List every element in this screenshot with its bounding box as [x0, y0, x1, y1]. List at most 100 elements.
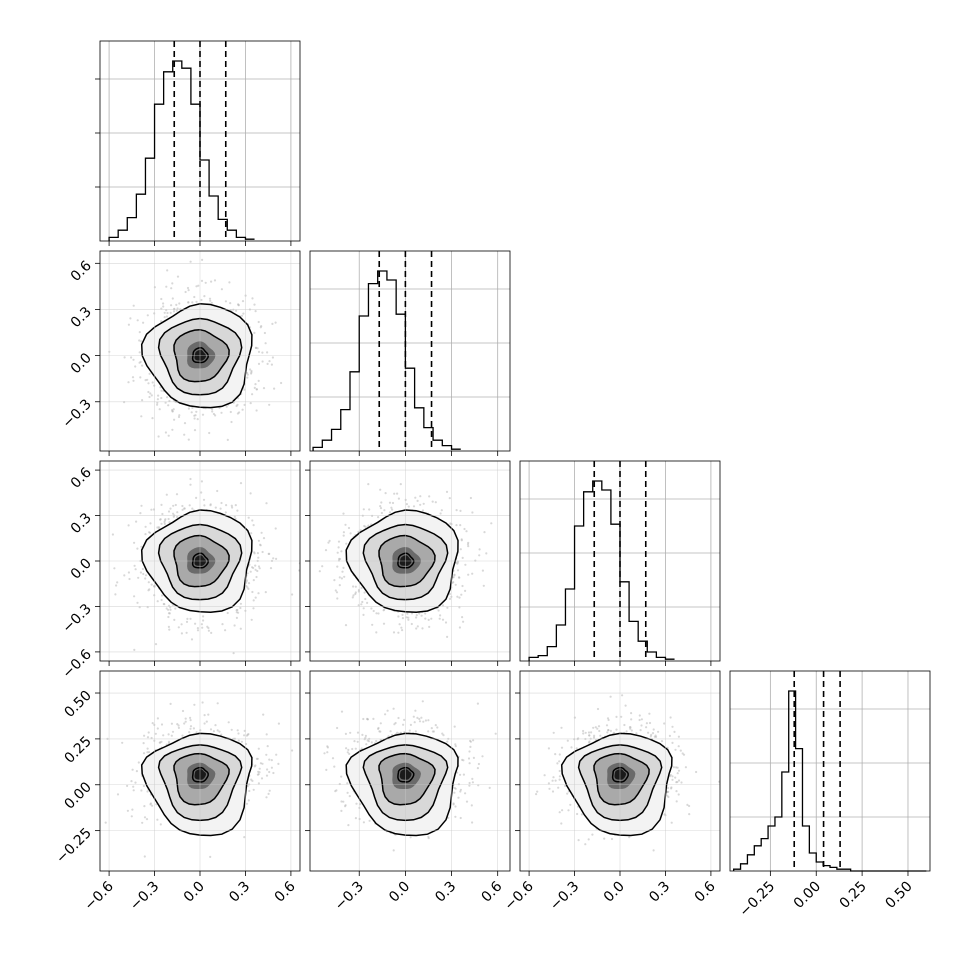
- scatter-point: [220, 412, 222, 414]
- scatter-point: [458, 576, 460, 578]
- scatter-point: [225, 300, 227, 302]
- scatter-point: [441, 509, 443, 511]
- scatter-point: [460, 548, 462, 550]
- scatter-point: [237, 303, 239, 305]
- scatter-point: [158, 435, 160, 437]
- scatter-point: [471, 778, 473, 780]
- scatter-point: [164, 316, 166, 318]
- scatter-point: [133, 789, 135, 791]
- scatter-point: [421, 627, 423, 629]
- scatter-point: [216, 490, 218, 492]
- scatter-point: [265, 502, 267, 504]
- scatter-point: [391, 509, 393, 511]
- scatter-point: [176, 493, 178, 495]
- scatter-point: [250, 402, 252, 404]
- scatter-point: [201, 627, 203, 629]
- scatter-point: [423, 503, 425, 505]
- scatter-point: [367, 483, 369, 485]
- scatter-point: [189, 717, 191, 719]
- scatter-point: [267, 745, 269, 747]
- scatter-point: [408, 506, 410, 508]
- scatter-point: [258, 351, 260, 353]
- scatter-point: [138, 761, 140, 763]
- scatter-point: [183, 722, 185, 724]
- scatter-point: [188, 731, 190, 733]
- scatter-point: [357, 741, 359, 743]
- scatter-point: [482, 570, 484, 572]
- scatter-point: [186, 621, 188, 623]
- scatter-point: [168, 435, 170, 437]
- scatter-point: [148, 581, 150, 583]
- scatter-point: [195, 301, 197, 303]
- scatter-point: [206, 626, 208, 628]
- scatter-point: [208, 630, 210, 632]
- scatter-point: [250, 779, 252, 781]
- scatter-point: [344, 524, 346, 526]
- scatter-point: [265, 591, 267, 593]
- scatter-point: [291, 749, 293, 751]
- scatter-point: [379, 505, 381, 507]
- scatter-point: [238, 740, 240, 742]
- scatter-point: [243, 734, 245, 736]
- scatter-point: [490, 522, 492, 524]
- scatter-point: [363, 607, 365, 609]
- scatter-point: [160, 390, 162, 392]
- scatter-point: [345, 624, 347, 626]
- scatter-point: [148, 531, 150, 533]
- scatter-point: [236, 609, 238, 611]
- scatter-point: [166, 312, 168, 314]
- scatter-point: [171, 282, 173, 284]
- scatter-point: [139, 351, 141, 353]
- scatter-point: [335, 589, 337, 591]
- scatter-point: [225, 504, 227, 506]
- scatter-point: [128, 324, 130, 326]
- scatter-point: [176, 511, 178, 513]
- scatter-point: [182, 509, 184, 511]
- scatter-point: [170, 304, 172, 306]
- scatter-point: [157, 600, 159, 602]
- scatter-point: [252, 607, 254, 609]
- scatter-point: [177, 276, 179, 278]
- scatter-point: [116, 581, 118, 583]
- scatter-point: [250, 371, 252, 373]
- scatter-point: [415, 616, 417, 618]
- scatter-point: [142, 568, 144, 570]
- scatter-point: [465, 530, 467, 532]
- scatter-point: [333, 579, 335, 581]
- scatter-point: [354, 593, 356, 595]
- scatter-point: [265, 754, 267, 756]
- scatter-point: [257, 557, 259, 559]
- scatter-point: [240, 482, 242, 484]
- scatter-point: [247, 588, 249, 590]
- scatter-point: [407, 617, 409, 619]
- scatter-point: [357, 732, 359, 734]
- scatter-point: [207, 714, 209, 716]
- scatter-point: [248, 783, 250, 785]
- scatter-point: [172, 505, 174, 507]
- scatter-point: [242, 313, 244, 315]
- scatter-point: [195, 411, 197, 413]
- scatter-point: [333, 766, 335, 768]
- scatter-point: [271, 364, 273, 366]
- scatter-point: [210, 632, 212, 634]
- scatter-point: [168, 510, 170, 512]
- scatter-point: [144, 577, 146, 579]
- scatter-point: [428, 626, 430, 628]
- scatter-point: [457, 569, 459, 571]
- scatter-point: [418, 612, 420, 614]
- scatter-point: [268, 553, 270, 555]
- scatter-point: [389, 511, 391, 513]
- scatter-point: [128, 578, 130, 580]
- scatter-point: [114, 593, 116, 595]
- scatter-point: [146, 818, 148, 820]
- scatter-point: [195, 285, 197, 287]
- scatter-point: [371, 624, 373, 626]
- scatter-point: [260, 326, 262, 328]
- scatter-point: [146, 751, 148, 753]
- scatter-point: [253, 304, 255, 306]
- scatter-point: [380, 501, 382, 503]
- scatter-point: [259, 768, 261, 770]
- scatter-point: [164, 523, 166, 525]
- scatter-point: [166, 607, 168, 609]
- scatter-point: [175, 504, 177, 506]
